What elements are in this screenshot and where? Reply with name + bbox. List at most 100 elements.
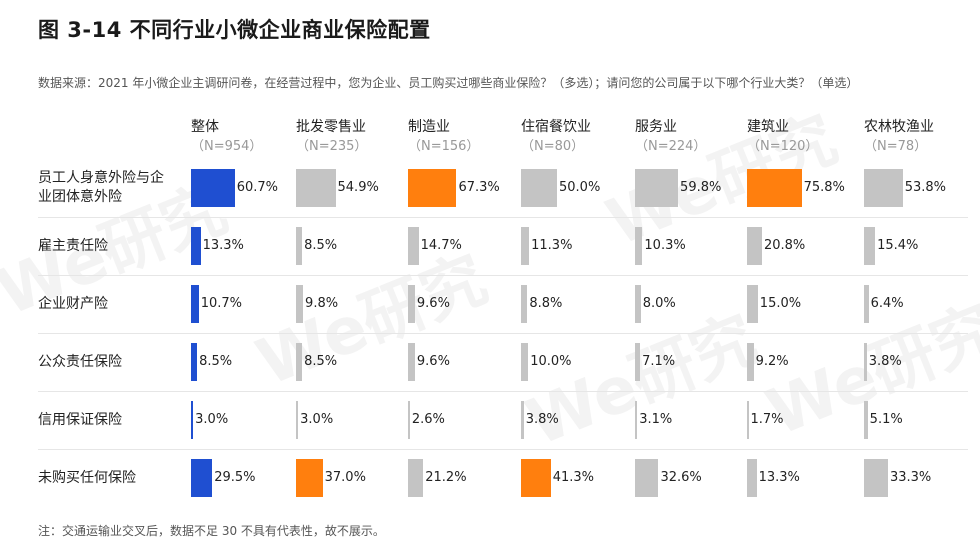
data-label: 10.0% xyxy=(530,354,572,369)
bar xyxy=(296,459,323,497)
data-label: 8.5% xyxy=(304,354,338,369)
bar xyxy=(296,401,299,439)
data-label: 54.9% xyxy=(337,180,379,195)
data-label: 9.2% xyxy=(755,354,789,369)
data-label: 13.3% xyxy=(202,238,244,253)
data-label: 33.3% xyxy=(889,470,932,485)
data-label: 50.0% xyxy=(559,180,601,195)
bar xyxy=(864,459,888,497)
data-label: 75.8% xyxy=(803,180,845,195)
column-header: 住宿餐饮业 （N=80） xyxy=(521,118,631,156)
data-label: 8.5% xyxy=(304,238,338,253)
column-header-name: 整体 xyxy=(191,119,219,135)
column-header-n: （N=120） xyxy=(747,139,819,154)
column-header-name: 批发零售业 xyxy=(296,119,366,135)
column-header-name: 制造业 xyxy=(408,119,450,135)
data-label: 3.8% xyxy=(868,354,902,369)
data-label: 3.1% xyxy=(639,412,673,427)
data-label: 2.6% xyxy=(411,412,445,427)
column-header-name: 服务业 xyxy=(635,119,677,135)
column-header: 服务业 （N=224） xyxy=(635,118,745,156)
row-label: 雇主责任险 xyxy=(38,237,108,254)
row-separator xyxy=(38,391,968,392)
column-header: 建筑业 （N=120） xyxy=(747,118,857,156)
data-label: 9.6% xyxy=(416,296,450,311)
footnote: 注：交通运输业交叉后，数据不足 30 不具有代表性，故不展示。 xyxy=(38,524,385,538)
row-label: 信用保证保险 xyxy=(38,411,122,428)
data-label: 10.7% xyxy=(200,296,243,311)
data-label: 29.5% xyxy=(214,470,256,485)
bar xyxy=(864,401,868,439)
row-separator xyxy=(38,275,968,276)
bar xyxy=(191,459,213,497)
bar xyxy=(191,169,235,207)
column-header-n: （N=954） xyxy=(191,139,263,154)
bar xyxy=(296,343,303,381)
data-label: 3.0% xyxy=(300,412,334,427)
data-label: 13.3% xyxy=(758,470,800,485)
data-label: 8.8% xyxy=(529,296,563,311)
data-label: 60.7% xyxy=(236,180,279,195)
column-header: 批发零售业 （N=235） xyxy=(296,118,406,156)
bar xyxy=(635,169,679,207)
data-label: 6.4% xyxy=(870,296,904,311)
bar xyxy=(747,227,762,265)
data-label: 37.0% xyxy=(324,470,366,485)
bar xyxy=(408,401,410,439)
bar xyxy=(635,459,659,497)
column-header-name: 农林牧渔业 xyxy=(864,119,934,135)
bar xyxy=(864,343,867,381)
bar xyxy=(296,169,336,207)
bar xyxy=(191,343,198,381)
data-label: 41.3% xyxy=(552,470,595,485)
data-label: 15.0% xyxy=(759,296,802,311)
watermark-5: We研究 xyxy=(597,102,848,261)
column-header: 农林牧渔业 （N=78） xyxy=(864,118,974,156)
data-label: 5.1% xyxy=(869,412,903,427)
data-label: 20.8% xyxy=(763,238,806,253)
bar xyxy=(635,343,641,381)
bar xyxy=(191,401,194,439)
bar xyxy=(864,227,876,265)
watermark-2: We研究 xyxy=(247,242,498,401)
bar xyxy=(635,401,638,439)
row-label: 公众责任保险 xyxy=(38,353,122,370)
data-label: 32.6% xyxy=(660,470,702,485)
data-label: 9.6% xyxy=(416,354,450,369)
data-label: 11.3% xyxy=(531,238,573,253)
bar xyxy=(864,169,903,207)
bar xyxy=(408,227,419,265)
data-label: 3.0% xyxy=(195,412,229,427)
data-label: 15.4% xyxy=(877,238,919,253)
data-label: 67.3% xyxy=(458,180,500,195)
bar xyxy=(521,343,529,381)
data-label: 8.0% xyxy=(642,296,676,311)
column-header: 制造业 （N=156） xyxy=(408,118,518,156)
bar xyxy=(191,285,199,323)
bar xyxy=(408,285,415,323)
bar xyxy=(296,227,303,265)
bar xyxy=(521,227,530,265)
bar xyxy=(747,401,749,439)
column-header-name: 住宿餐饮业 xyxy=(521,119,591,135)
column-header-n: （N=80） xyxy=(521,139,585,154)
data-label: 9.8% xyxy=(305,296,339,311)
column-header-n: （N=224） xyxy=(635,139,707,154)
bar xyxy=(635,227,643,265)
bar xyxy=(191,227,201,265)
bar xyxy=(521,169,557,207)
data-label: 8.5% xyxy=(199,354,233,369)
row-separator xyxy=(38,449,968,450)
bar xyxy=(296,285,304,323)
row-label: 员工人身意外险与企业团体意外险 xyxy=(38,170,164,205)
data-label: 21.2% xyxy=(425,470,467,485)
data-label: 14.7% xyxy=(420,238,462,253)
bar xyxy=(864,285,869,323)
bar xyxy=(747,459,757,497)
row-label: 未购买任何保险 xyxy=(38,469,136,486)
column-header: 整体 （N=954） xyxy=(191,118,301,156)
column-header-name: 建筑业 xyxy=(747,119,789,135)
data-label: 1.7% xyxy=(750,412,784,427)
data-label: 3.8% xyxy=(525,412,559,427)
column-header-n: （N=235） xyxy=(296,139,368,154)
